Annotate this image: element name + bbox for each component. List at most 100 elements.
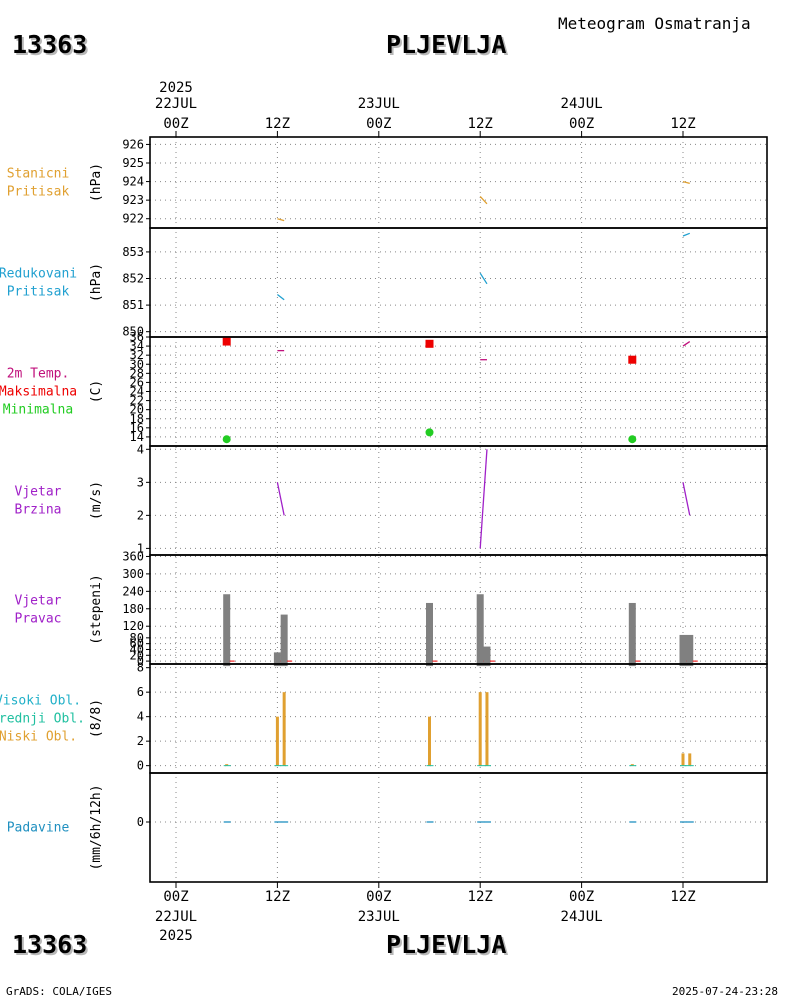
low-cloud-bar: [485, 692, 489, 766]
data-segment: [682, 482, 691, 516]
y-tick-label: 240: [122, 584, 144, 598]
data-segment: [276, 293, 285, 301]
generated-timestamp: 2025-07-24-23:28: [672, 985, 778, 998]
hour-label-bottom: 12Z: [265, 889, 290, 905]
low-cloud-bar: [688, 753, 692, 766]
station-name-bottom: PLJEVLJA: [386, 930, 507, 959]
side-label: Pravac: [15, 612, 62, 627]
y-tick-label: 20: [130, 403, 144, 417]
y-tick-label: 60: [130, 637, 144, 651]
side-label: Vjetar: [15, 594, 62, 609]
y-tick-label: 32: [130, 348, 144, 362]
data-segment: [682, 341, 691, 347]
y-tick-label: 4: [137, 442, 144, 456]
y-tick-label: 300: [122, 567, 144, 581]
y-tick-label: 80: [130, 631, 144, 645]
side-label: Minimalna: [3, 403, 73, 418]
y-tick-label: 925: [122, 156, 144, 170]
y-axis-unit-label: (mm/6h/12h): [89, 784, 104, 870]
y-axis-unit-label: (stepeni): [89, 574, 104, 644]
hour-label-top: 12Z: [468, 116, 493, 132]
date-label-top: 22JUL: [155, 96, 197, 112]
data-segment: [479, 272, 488, 285]
panel-frame: [149, 663, 768, 774]
panel-frame: [149, 227, 768, 338]
y-tick-label: 40: [130, 642, 144, 656]
date-label-bottom: 24JUL: [561, 909, 603, 925]
panel-frame: [149, 554, 768, 665]
y-tick-label: 2: [137, 734, 144, 748]
y-tick-label: 180: [122, 602, 144, 616]
hour-label-bottom: 00Z: [163, 889, 188, 905]
data-segment: [277, 218, 285, 222]
side-label: Niski Obl.: [0, 730, 77, 745]
hour-label-bottom: 12Z: [468, 889, 493, 905]
hour-label-bottom: 12Z: [670, 889, 695, 905]
y-tick-label: 851: [122, 298, 144, 312]
side-label: 2m Temp.: [7, 367, 70, 382]
credit-text: GrADS: COLA/IGES: [6, 985, 112, 998]
station-name-top: PLJEVLJA: [386, 30, 507, 59]
y-tick-label: 923: [122, 193, 144, 207]
panel-frame: [149, 772, 768, 883]
station-id-bottom: 13363: [12, 930, 88, 959]
y-tick-label: 34: [130, 339, 144, 353]
side-label: Redukovani: [0, 267, 77, 282]
low-cloud-bar: [275, 716, 279, 766]
y-axis-unit-label: (hPa): [89, 263, 104, 302]
y-axis-unit-label: (8/8): [89, 699, 104, 738]
y-tick-label: 28: [130, 366, 144, 380]
y-tick-label: 360: [122, 549, 144, 563]
y-tick-label: 0: [137, 654, 144, 668]
wind-direction-bar: [273, 652, 281, 667]
y-tick-label: 22: [130, 394, 144, 408]
panel-frame: [149, 445, 768, 556]
wind-direction-bar: [483, 646, 491, 667]
wind-direction-bar: [628, 602, 636, 667]
hour-label-top: 12Z: [670, 116, 695, 132]
y-axis-unit-label: (m/s): [89, 481, 104, 520]
tmax-marker: [222, 337, 231, 346]
wind-direction-bar: [476, 594, 484, 667]
y-tick-label: 3: [137, 475, 144, 489]
y-tick-label: 8: [137, 661, 144, 675]
hour-label-top: 00Z: [366, 116, 391, 132]
wind-direction-bar: [280, 614, 288, 667]
hour-label-top: 00Z: [163, 116, 188, 132]
panel-frame: [149, 136, 768, 229]
low-cloud-bar: [681, 753, 685, 766]
wind-direction-bar: [686, 634, 694, 667]
side-label: Stanicni: [7, 167, 70, 182]
y-tick-label: 6: [137, 685, 144, 699]
date-label-bottom: 22JUL: [155, 909, 197, 925]
low-cloud-bar: [478, 692, 482, 766]
y-tick-label: 2: [137, 508, 144, 522]
data-segment: [682, 180, 690, 185]
date-label-top: 23JUL: [358, 96, 400, 112]
y-tick-label: 1: [137, 541, 144, 555]
y-tick-label: 852: [122, 272, 144, 286]
hour-label-top: 00Z: [569, 116, 594, 132]
low-cloud-bar: [225, 764, 229, 766]
y-tick-label: 24: [130, 385, 144, 399]
year-label-bottom: 2025: [159, 928, 193, 944]
date-label-bottom: 23JUL: [358, 909, 400, 925]
y-tick-label: 20: [130, 648, 144, 662]
y-tick-label: 4: [137, 710, 144, 724]
y-tick-label: 36: [130, 330, 144, 344]
side-label: Vjetar: [15, 485, 62, 500]
wind-direction-bar: [426, 602, 433, 667]
low-cloud-bar: [630, 764, 634, 766]
y-tick-label: 14: [130, 430, 144, 444]
y-tick-label: 926: [122, 137, 144, 151]
y-tick-label: 16: [130, 421, 144, 435]
tmin-marker: [222, 435, 231, 444]
tmin-marker: [628, 435, 637, 444]
y-axis-unit-label: (C): [89, 380, 104, 403]
y-tick-label: 922: [122, 212, 144, 226]
data-segment: [682, 232, 690, 237]
y-tick-label: 0: [137, 759, 144, 773]
station-id-top: 13363: [12, 30, 88, 59]
year-label-top: 2025: [159, 80, 193, 96]
